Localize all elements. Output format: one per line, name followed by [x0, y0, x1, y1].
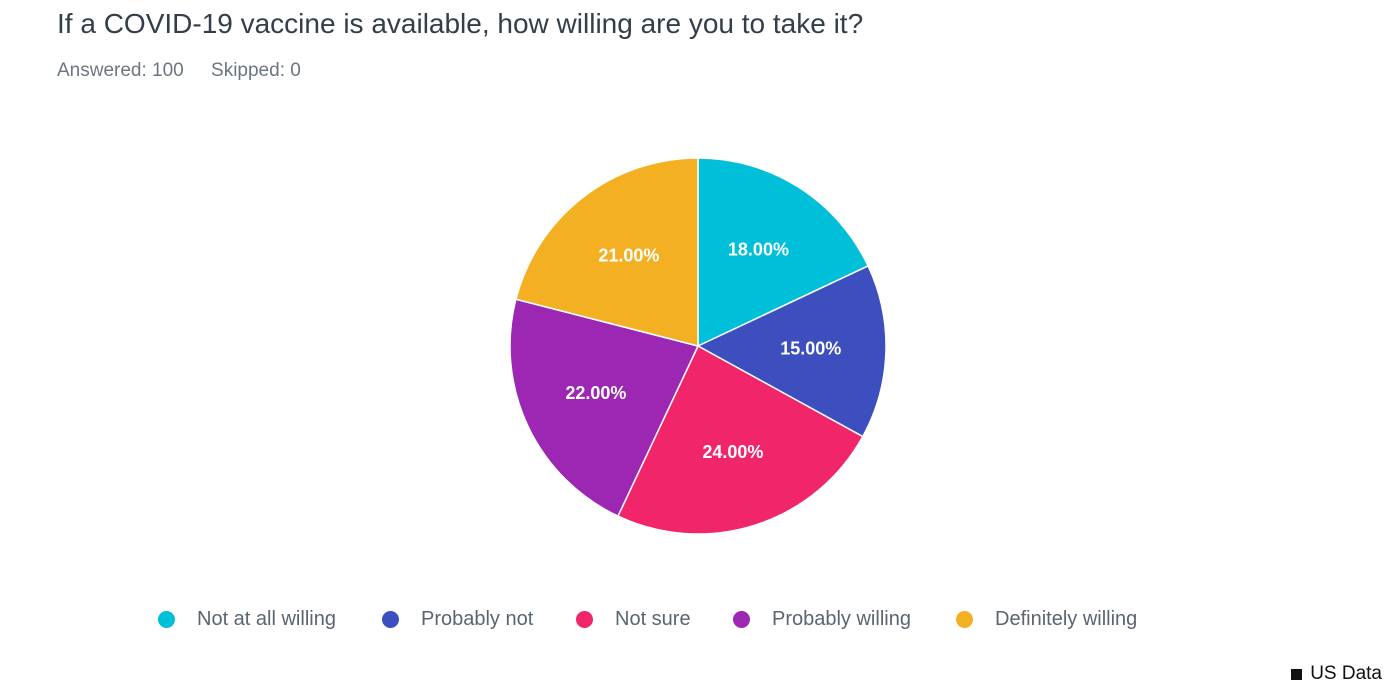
chart-legend: Not at all willing Probably not Not sure Pr…	[0, 608, 1400, 638]
skipped-count: Skipped: 0	[211, 60, 301, 81]
pie-chart: 18.00% 15.00% 24.00% 22.00% 21.00%	[509, 157, 887, 535]
response-stats: Answered: 100 Skipped: 0	[57, 60, 323, 82]
legend-label: Definitely willing	[995, 608, 1138, 630]
slice-label-probably-not: 15.00%	[780, 338, 841, 358]
legend-dot-icon	[576, 611, 593, 628]
legend-item-definitely-willing[interactable]: Definitely willing	[956, 608, 1137, 631]
legend-label: Not at all willing	[197, 608, 336, 630]
legend-dot-icon	[382, 611, 399, 628]
legend-dot-icon	[956, 611, 973, 628]
source-label: US Data	[1291, 663, 1382, 685]
answered-count: Answered: 100	[57, 60, 184, 81]
slice-label-probably-willing: 22.00%	[565, 383, 626, 403]
legend-dot-icon	[733, 611, 750, 628]
pie-slice-not-at-all-willing[interactable]	[697, 157, 870, 348]
legend-item-probably-willing[interactable]: Probably willing	[733, 608, 911, 631]
legend-label: Not sure	[615, 608, 691, 630]
legend-item-probably-not[interactable]: Probably not	[382, 608, 533, 631]
legend-item-not-sure[interactable]: Not sure	[576, 608, 691, 631]
question-title: If a COVID-19 vaccine is available, how …	[57, 8, 864, 39]
slice-label-not-at-all-willing: 18.00%	[728, 240, 789, 260]
pie-slice-probably-willing[interactable]	[509, 298, 700, 518]
source-text: US Data	[1310, 663, 1382, 684]
slice-label-not-sure: 24.00%	[702, 442, 763, 462]
slice-label-definitely-willing: 21.00%	[598, 246, 659, 266]
legend-item-not-at-all-willing[interactable]: Not at all willing	[158, 608, 336, 631]
pie-slice-not-sure[interactable]	[616, 344, 864, 535]
legend-label: Probably willing	[772, 608, 911, 630]
pie-slice-probably-not[interactable]	[696, 264, 887, 438]
legend-dot-icon	[158, 611, 175, 628]
source-square-icon	[1291, 668, 1303, 680]
legend-label: Probably not	[421, 608, 534, 630]
pie-slice-definitely-willing[interactable]	[514, 157, 699, 347]
